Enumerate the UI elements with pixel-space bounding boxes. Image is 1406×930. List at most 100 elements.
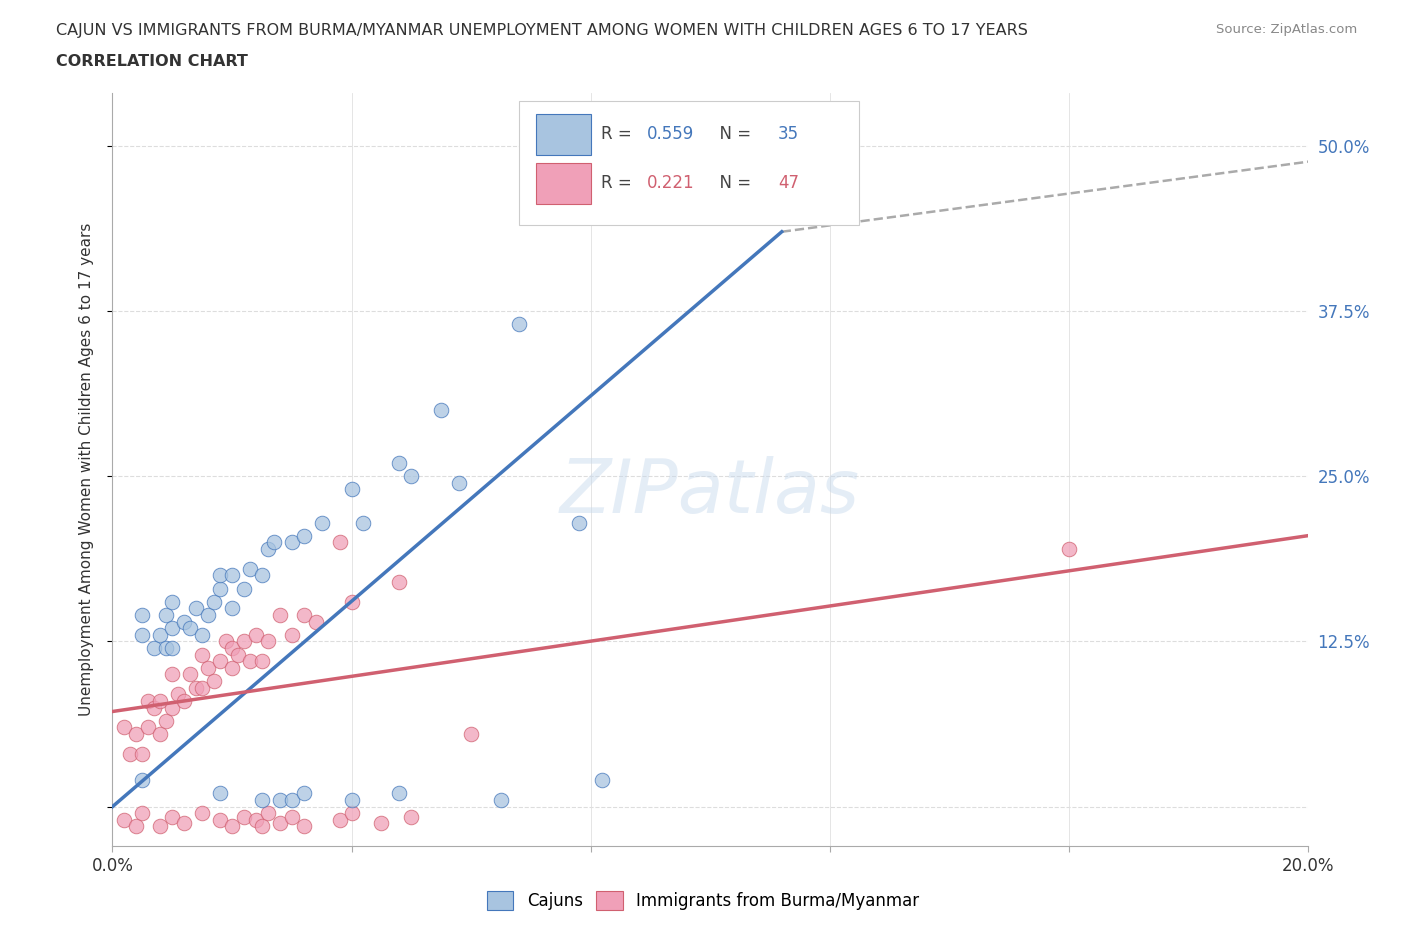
Point [250,819,273,834]
Point [329,535,352,550]
Point [233,634,256,649]
Point [269,815,291,830]
Point [162,810,183,825]
Point [155,713,177,728]
Point [143,700,166,715]
Point [149,694,172,709]
Point [239,654,262,669]
Point [353,515,375,530]
Text: 47: 47 [778,175,799,193]
Point [209,786,232,801]
Point [292,607,315,622]
Point [125,726,148,741]
Text: N =: N = [709,126,756,143]
Point [221,660,243,675]
Point [155,607,177,622]
Point [311,515,333,530]
Point [114,720,135,735]
Point [250,792,273,807]
Point [263,535,285,550]
Point [191,647,214,662]
Point [149,819,172,834]
Point [245,628,267,643]
Point [257,541,280,556]
Point [202,594,225,609]
FancyBboxPatch shape [536,163,591,204]
Text: ZIPatlas: ZIPatlas [560,457,860,528]
Point [202,673,225,688]
Point [173,815,195,830]
Point [568,515,591,530]
Text: R =: R = [602,175,637,193]
Point [173,694,195,709]
Point [370,815,392,830]
Point [209,581,232,596]
Point [131,607,153,622]
Point [131,805,153,820]
Text: Source: ZipAtlas.com: Source: ZipAtlas.com [1216,23,1357,36]
Point [138,720,160,735]
Text: CORRELATION CHART: CORRELATION CHART [56,54,247,69]
FancyBboxPatch shape [536,114,591,154]
Point [197,660,219,675]
Point [191,680,214,695]
Point [340,805,363,820]
Point [186,601,208,616]
Point [162,667,183,682]
Point [281,628,304,643]
Point [292,819,315,834]
Point [215,634,238,649]
Text: 0.559: 0.559 [647,126,695,143]
Point [162,641,183,656]
Point [221,601,243,616]
Point [460,726,482,741]
Point [281,810,304,825]
Point [209,568,232,583]
Point [221,568,243,583]
Point [233,581,256,596]
Point [162,594,183,609]
Point [340,594,363,609]
Point [340,792,363,807]
Point [221,641,243,656]
Point [143,641,166,656]
Point [340,482,363,497]
Text: 35: 35 [778,126,799,143]
Point [131,773,153,788]
Point [226,647,249,662]
Point [292,528,315,543]
Point [292,786,315,801]
Point [209,813,232,828]
Point [269,792,291,807]
Point [401,469,423,484]
Point [179,621,201,636]
Point [131,628,153,643]
Point [1057,541,1080,556]
Point [114,813,135,828]
Point [592,773,614,788]
Point [209,654,232,669]
Point [388,575,411,590]
Point [388,786,411,801]
Point [138,694,160,709]
Point [149,726,172,741]
Point [191,805,214,820]
Y-axis label: Unemployment Among Women with Children Ages 6 to 17 years: Unemployment Among Women with Children A… [79,223,94,716]
Point [120,747,142,762]
Point [155,641,177,656]
Point [401,810,423,825]
Point [233,810,256,825]
Point [281,535,304,550]
Point [388,456,411,471]
Point [329,813,352,828]
Text: R =: R = [602,126,637,143]
Point [508,317,530,332]
Point [131,747,153,762]
Legend: Cajuns, Immigrants from Burma/Myanmar: Cajuns, Immigrants from Burma/Myanmar [479,884,927,917]
Point [257,805,280,820]
Point [250,654,273,669]
Point [179,667,201,682]
Point [239,562,262,577]
Text: CAJUN VS IMMIGRANTS FROM BURMA/MYANMAR UNEMPLOYMENT AMONG WOMEN WITH CHILDREN AG: CAJUN VS IMMIGRANTS FROM BURMA/MYANMAR U… [56,23,1028,38]
Text: N =: N = [709,175,756,193]
